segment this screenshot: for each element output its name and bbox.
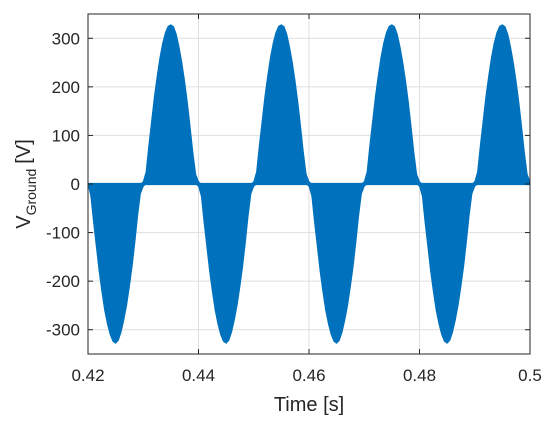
y-tick-label: 300 <box>52 29 80 48</box>
y-tick-label: 200 <box>52 78 80 97</box>
x-axis-label: Time [s] <box>274 394 344 416</box>
y-axis-label-unit: [V] <box>13 139 35 163</box>
x-tick-label: 0.46 <box>292 366 325 385</box>
y-axis-label-main: V <box>13 215 35 229</box>
y-tick-label: 0 <box>71 175 80 194</box>
x-tick-label: 0.42 <box>71 366 104 385</box>
y-axis-label: VGround [V] <box>13 139 39 229</box>
x-tick-label: 0.48 <box>403 366 436 385</box>
y-axis-label-subscript: Ground <box>23 169 39 216</box>
x-tick-label: 0.44 <box>182 366 215 385</box>
y-tick-label: -200 <box>46 272 80 291</box>
x-tick-label: 0.5 <box>518 366 542 385</box>
ticks: 0.42 0.44 0.46 0.48 0.5 -300 -200 -100 0 100 200 30… <box>46 14 542 385</box>
y-tick-label: -300 <box>46 321 80 340</box>
y-tick-label: 100 <box>52 126 80 145</box>
y-tick-label: -100 <box>46 224 80 243</box>
